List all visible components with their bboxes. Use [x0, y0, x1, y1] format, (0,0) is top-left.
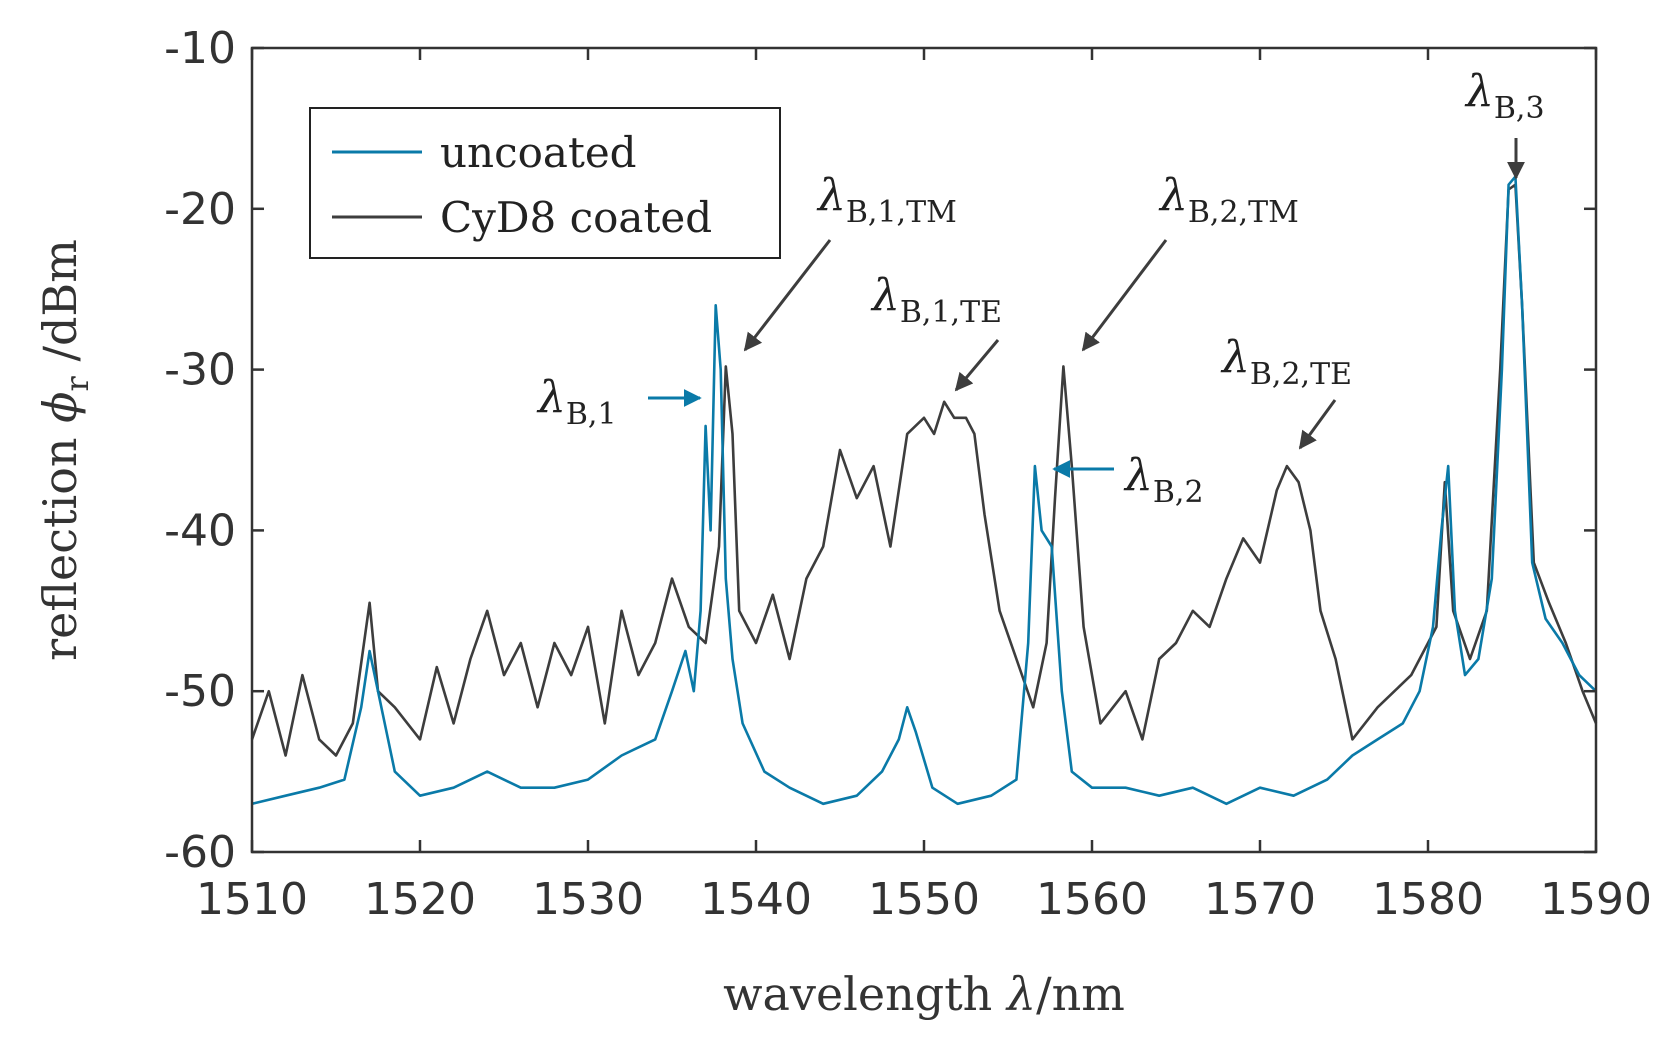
y-tick-label: -10: [164, 23, 236, 74]
y-axis-title-sub: r: [58, 375, 96, 391]
ann-b1-main: λ: [536, 372, 566, 423]
x-tick-label: 1520: [364, 874, 476, 925]
ann-b3-sub: B,3: [1494, 91, 1545, 126]
annotation-b2: λB,2: [1052, 450, 1204, 510]
annotation-b3: λB,3: [1464, 66, 1545, 180]
series-line-coated: [250, 183, 1598, 757]
x-tick-label: 1570: [1204, 874, 1316, 925]
x-axis-title-symbol: λ: [1005, 967, 1036, 1021]
y-tick-label: -60: [164, 827, 236, 878]
svg-text:λB,2: λB,2: [1123, 450, 1204, 510]
y-tick-label: -50: [164, 666, 236, 717]
x-tick-label: 1580: [1372, 874, 1484, 925]
y-axis-title-symbol: ϕ: [33, 391, 87, 422]
annotation-b2te: λB,2,TE: [1220, 332, 1352, 450]
ann-b1te-sub: B,1,TE: [900, 295, 1002, 330]
series-layer: [250, 175, 1598, 806]
svg-text:λB,3: λB,3: [1464, 66, 1545, 126]
ann-b2tm-main: λ: [1158, 170, 1188, 221]
svg-text:λB,2,TM: λB,2,TM: [1158, 170, 1299, 230]
ann-b1tm-arrow: [743, 239, 832, 352]
x-tick-label: 1560: [1036, 874, 1148, 925]
ann-b3-main: λ: [1464, 66, 1494, 117]
y-tick-label: -20: [164, 184, 236, 235]
ticks-layer: 1510 1520 1530 1540 1550 1560 1570 1580 1590 -10 -…: [164, 23, 1652, 925]
x-tick-label: 1590: [1540, 874, 1652, 925]
x-axis-title-unit: /nm: [1036, 967, 1125, 1021]
svg-text:λB,1,TE: λB,1,TE: [870, 270, 1002, 330]
x-tick-label: 1510: [196, 874, 308, 925]
x-tick-label: 1530: [532, 874, 644, 925]
ann-b2-main: λ: [1123, 450, 1153, 501]
ann-b2-sub: B,2: [1153, 475, 1204, 510]
ann-b2tm-sub: B,2,TM: [1188, 195, 1299, 230]
annotation-b1: λB,1: [536, 372, 702, 432]
svg-text:λB,1: λB,1: [536, 372, 617, 432]
annotation-b2tm: λB,2,TM: [1081, 170, 1299, 352]
ann-b1-sub: B,1: [566, 397, 617, 432]
ann-b2te-sub: B,2,TE: [1250, 357, 1352, 392]
ann-b1te-main: λ: [870, 270, 900, 321]
legend-label-uncoated: uncoated: [440, 128, 637, 177]
ann-b1te-arrow: [954, 339, 1000, 392]
x-tick-label: 1550: [868, 874, 980, 925]
y-tick-label: -30: [164, 345, 236, 396]
legend: uncoated CyD8 coated: [309, 107, 781, 259]
ann-b2tm-arrow: [1081, 239, 1168, 352]
legend-label-coated: CyD8 coated: [440, 193, 712, 242]
ann-b2te-arrow: [1298, 399, 1337, 450]
x-tick-label: 1540: [700, 874, 812, 925]
series-line-uncoated: [251, 175, 1597, 806]
ann-b1tm-main: λ: [816, 170, 846, 221]
y-axis-title: reflection ϕr /dBm: [33, 239, 96, 661]
y-axis-title-unit: /dBm: [33, 239, 87, 376]
legend-box: [309, 107, 781, 259]
svg-text:λB,1,TM: λB,1,TM: [816, 170, 957, 230]
ann-b1tm-sub: B,1,TM: [846, 195, 957, 230]
svg-text:λB,2,TE: λB,2,TE: [1220, 332, 1352, 392]
y-axis-title-text: reflection: [33, 423, 87, 661]
x-axis-title-text: wavelength: [723, 967, 1007, 1021]
annotation-b1tm: λB,1,TM: [743, 170, 957, 352]
y-tick-label: -40: [164, 505, 236, 556]
ann-b2te-main: λ: [1220, 332, 1250, 383]
x-axis-title: wavelength λ/nm: [723, 967, 1125, 1021]
annotation-b1te: λB,1,TE: [870, 270, 1002, 392]
